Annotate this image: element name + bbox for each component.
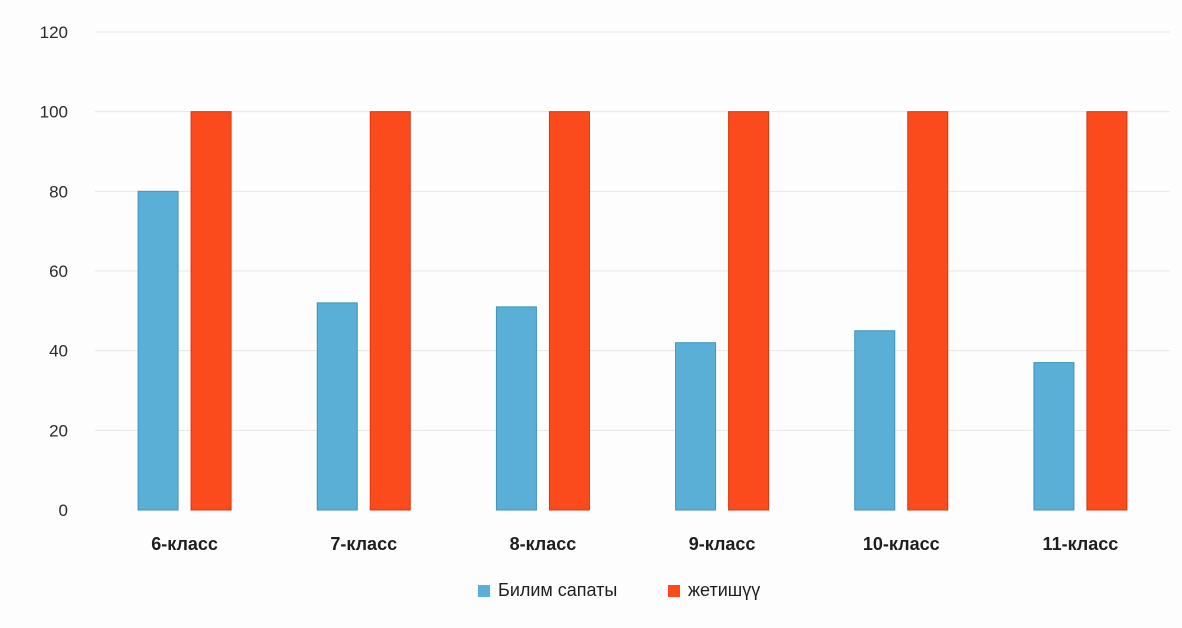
y-tick-label: 0 bbox=[59, 501, 68, 520]
bar-bilim-sapaty bbox=[495, 306, 537, 511]
x-category-label: 11-класс bbox=[1043, 534, 1119, 554]
x-category-label: 7-класс bbox=[330, 534, 397, 554]
legend: Билим сапаты жетишүү bbox=[478, 580, 760, 600]
x-category-label: 8-класс bbox=[510, 534, 577, 554]
bars bbox=[137, 111, 1128, 511]
bar-zhetishuu bbox=[1086, 111, 1128, 511]
bar-bilim-sapaty bbox=[675, 342, 717, 511]
legend-swatch bbox=[668, 585, 680, 597]
legend-label: жетишүү bbox=[688, 580, 760, 600]
y-tick-label: 100 bbox=[40, 103, 68, 122]
bar-zhetishuu bbox=[907, 111, 949, 511]
y-axis-ticks: 0 20 40 60 80 100 120 bbox=[40, 23, 68, 520]
y-tick-label: 20 bbox=[49, 421, 68, 440]
bar-bilim-sapaty bbox=[137, 190, 179, 511]
y-tick-label: 40 bbox=[49, 342, 68, 361]
bar-zhetishuu bbox=[369, 111, 411, 511]
y-tick-label: 120 bbox=[40, 23, 68, 42]
bar-bilim-sapaty bbox=[854, 330, 896, 511]
x-category-label: 9-класс bbox=[689, 534, 756, 554]
gridlines bbox=[95, 31, 1170, 431]
y-tick-label: 60 bbox=[49, 262, 68, 281]
y-tick-label: 80 bbox=[49, 182, 68, 201]
x-category-label: 6-класс bbox=[151, 534, 218, 554]
x-axis-labels: 6-класс 7-класс 8-класс 9-класс 10-класс 11-к… bbox=[151, 534, 1118, 554]
bar-bilim-sapaty bbox=[316, 302, 358, 511]
bar-zhetishuu bbox=[548, 111, 590, 511]
legend-swatch bbox=[478, 585, 490, 597]
bar-zhetishuu bbox=[728, 111, 770, 511]
legend-label: Билим сапаты bbox=[498, 580, 617, 600]
x-category-label: 10-класс bbox=[863, 534, 940, 554]
bar-bilim-sapaty bbox=[1033, 362, 1075, 511]
bar-zhetishuu bbox=[190, 111, 232, 511]
